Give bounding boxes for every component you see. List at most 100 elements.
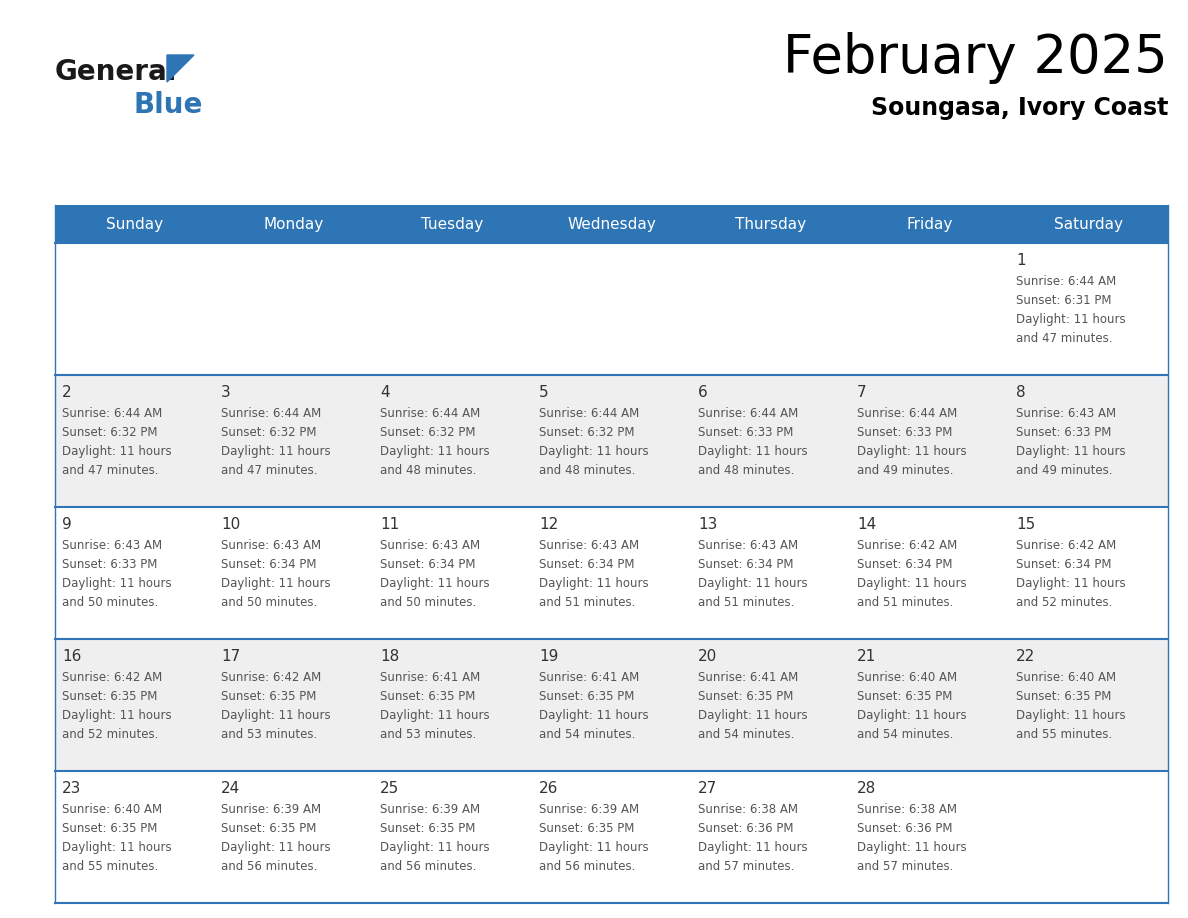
Text: Sunset: 6:34 PM: Sunset: 6:34 PM [1016, 558, 1112, 571]
Text: 5: 5 [539, 385, 549, 400]
Text: 1: 1 [1016, 253, 1025, 268]
Text: Sunset: 6:35 PM: Sunset: 6:35 PM [380, 690, 475, 703]
Text: Sunrise: 6:44 AM: Sunrise: 6:44 AM [1016, 275, 1117, 288]
Text: and 50 minutes.: and 50 minutes. [62, 596, 158, 609]
Text: and 50 minutes.: and 50 minutes. [221, 596, 317, 609]
Text: 24: 24 [221, 781, 240, 796]
Text: Sunrise: 6:40 AM: Sunrise: 6:40 AM [857, 671, 958, 684]
Text: Daylight: 11 hours: Daylight: 11 hours [380, 841, 489, 854]
Text: 12: 12 [539, 517, 558, 532]
Text: General: General [55, 58, 177, 86]
Text: 22: 22 [1016, 649, 1035, 664]
Text: Sunrise: 6:43 AM: Sunrise: 6:43 AM [539, 539, 639, 552]
Text: Sunrise: 6:42 AM: Sunrise: 6:42 AM [62, 671, 163, 684]
Bar [55, 639, 1168, 771]
Text: Sunset: 6:35 PM: Sunset: 6:35 PM [380, 822, 475, 835]
Text: and 57 minutes.: and 57 minutes. [699, 860, 795, 873]
Text: Daylight: 11 hours: Daylight: 11 hours [539, 709, 649, 722]
Text: Sunrise: 6:39 AM: Sunrise: 6:39 AM [380, 803, 480, 816]
Text: and 53 minutes.: and 53 minutes. [380, 728, 476, 741]
Text: and 51 minutes.: and 51 minutes. [857, 596, 954, 609]
Text: Sunrise: 6:42 AM: Sunrise: 6:42 AM [857, 539, 958, 552]
Text: Daylight: 11 hours: Daylight: 11 hours [857, 709, 967, 722]
Text: Sunrise: 6:38 AM: Sunrise: 6:38 AM [699, 803, 798, 816]
Text: Sunset: 6:33 PM: Sunset: 6:33 PM [62, 558, 157, 571]
Text: Sunrise: 6:44 AM: Sunrise: 6:44 AM [539, 407, 639, 420]
Text: Sunrise: 6:44 AM: Sunrise: 6:44 AM [221, 407, 321, 420]
Text: Daylight: 11 hours: Daylight: 11 hours [380, 445, 489, 458]
Text: and 56 minutes.: and 56 minutes. [380, 860, 476, 873]
Text: Daylight: 11 hours: Daylight: 11 hours [699, 709, 808, 722]
Text: Blue: Blue [133, 91, 202, 119]
Text: Sunrise: 6:40 AM: Sunrise: 6:40 AM [1016, 671, 1116, 684]
Text: 26: 26 [539, 781, 558, 796]
Text: Sunset: 6:33 PM: Sunset: 6:33 PM [857, 426, 953, 439]
Text: Sunset: 6:35 PM: Sunset: 6:35 PM [539, 690, 634, 703]
Text: Sunrise: 6:44 AM: Sunrise: 6:44 AM [857, 407, 958, 420]
Text: 27: 27 [699, 781, 718, 796]
Text: Sunrise: 6:44 AM: Sunrise: 6:44 AM [699, 407, 798, 420]
Bar [55, 375, 1168, 507]
Text: Wednesday: Wednesday [567, 217, 656, 231]
Text: February 2025: February 2025 [783, 32, 1168, 84]
Text: Sunset: 6:35 PM: Sunset: 6:35 PM [1016, 690, 1112, 703]
Text: Sunset: 6:34 PM: Sunset: 6:34 PM [221, 558, 316, 571]
Text: and 55 minutes.: and 55 minutes. [1016, 728, 1112, 741]
Text: Sunset: 6:34 PM: Sunset: 6:34 PM [857, 558, 953, 571]
Text: and 54 minutes.: and 54 minutes. [539, 728, 636, 741]
Text: Sunset: 6:31 PM: Sunset: 6:31 PM [1016, 294, 1112, 307]
Text: Daylight: 11 hours: Daylight: 11 hours [62, 577, 171, 590]
Bar [55, 507, 1168, 639]
Bar [55, 771, 1168, 903]
Text: Monday: Monday [264, 217, 323, 231]
Text: and 56 minutes.: and 56 minutes. [539, 860, 636, 873]
Text: 13: 13 [699, 517, 718, 532]
Text: 20: 20 [699, 649, 718, 664]
Text: Sunrise: 6:42 AM: Sunrise: 6:42 AM [1016, 539, 1117, 552]
Text: and 48 minutes.: and 48 minutes. [539, 464, 636, 477]
Text: Daylight: 11 hours: Daylight: 11 hours [380, 709, 489, 722]
Text: and 48 minutes.: and 48 minutes. [699, 464, 795, 477]
Text: Daylight: 11 hours: Daylight: 11 hours [221, 445, 330, 458]
Text: 18: 18 [380, 649, 399, 664]
Text: 9: 9 [62, 517, 71, 532]
Text: Friday: Friday [906, 217, 953, 231]
Text: Daylight: 11 hours: Daylight: 11 hours [1016, 709, 1125, 722]
Text: 23: 23 [62, 781, 81, 796]
Text: Sunset: 6:35 PM: Sunset: 6:35 PM [539, 822, 634, 835]
Text: Sunset: 6:34 PM: Sunset: 6:34 PM [380, 558, 475, 571]
Text: Sunset: 6:35 PM: Sunset: 6:35 PM [699, 690, 794, 703]
Text: Daylight: 11 hours: Daylight: 11 hours [221, 577, 330, 590]
Text: and 48 minutes.: and 48 minutes. [380, 464, 476, 477]
Text: Sunrise: 6:41 AM: Sunrise: 6:41 AM [539, 671, 639, 684]
Text: Daylight: 11 hours: Daylight: 11 hours [62, 709, 171, 722]
Text: 2: 2 [62, 385, 71, 400]
Text: 21: 21 [857, 649, 877, 664]
Text: 17: 17 [221, 649, 240, 664]
Text: Daylight: 11 hours: Daylight: 11 hours [539, 445, 649, 458]
Text: and 54 minutes.: and 54 minutes. [857, 728, 954, 741]
Text: Sunset: 6:36 PM: Sunset: 6:36 PM [699, 822, 794, 835]
Text: 6: 6 [699, 385, 708, 400]
Text: Sunrise: 6:44 AM: Sunrise: 6:44 AM [380, 407, 480, 420]
Text: Daylight: 11 hours: Daylight: 11 hours [221, 709, 330, 722]
Bar [55, 243, 1168, 375]
Text: Daylight: 11 hours: Daylight: 11 hours [539, 841, 649, 854]
Text: Daylight: 11 hours: Daylight: 11 hours [62, 445, 171, 458]
Text: and 47 minutes.: and 47 minutes. [62, 464, 158, 477]
Text: Sunrise: 6:41 AM: Sunrise: 6:41 AM [699, 671, 798, 684]
Text: Sunrise: 6:43 AM: Sunrise: 6:43 AM [62, 539, 162, 552]
Text: Sunset: 6:35 PM: Sunset: 6:35 PM [62, 822, 157, 835]
Text: 15: 15 [1016, 517, 1035, 532]
Bar [55, 205, 1168, 243]
Text: Soungasa, Ivory Coast: Soungasa, Ivory Coast [871, 96, 1168, 120]
Text: Daylight: 11 hours: Daylight: 11 hours [62, 841, 171, 854]
Text: and 49 minutes.: and 49 minutes. [1016, 464, 1112, 477]
Text: 19: 19 [539, 649, 558, 664]
Text: 11: 11 [380, 517, 399, 532]
Text: Daylight: 11 hours: Daylight: 11 hours [699, 577, 808, 590]
Text: Thursday: Thursday [735, 217, 807, 231]
Text: Sunrise: 6:42 AM: Sunrise: 6:42 AM [221, 671, 321, 684]
Text: Daylight: 11 hours: Daylight: 11 hours [857, 577, 967, 590]
Text: and 51 minutes.: and 51 minutes. [539, 596, 636, 609]
